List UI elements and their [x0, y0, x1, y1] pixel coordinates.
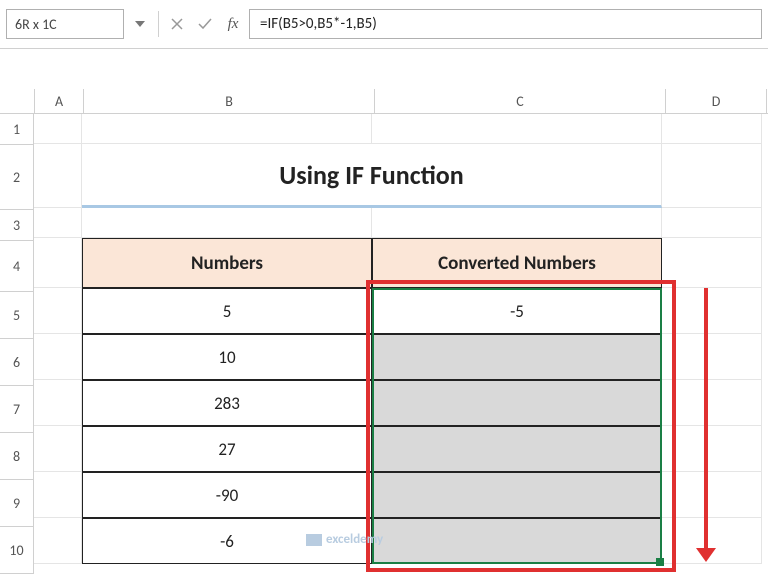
cell-a6[interactable]	[34, 334, 82, 380]
formula-input[interactable]: =IF(B5>0,B5*-1,B5)	[249, 9, 762, 39]
col-header-c[interactable]: C	[375, 89, 666, 113]
divider	[158, 11, 159, 37]
cell-d1[interactable]	[662, 114, 762, 144]
header-numbers[interactable]: Numbers	[82, 238, 372, 288]
cell-c9[interactable]	[372, 472, 662, 518]
row-header-6[interactable]: 6	[0, 339, 34, 386]
row-header-5[interactable]: 5	[0, 292, 34, 339]
cell-c5[interactable]: -5	[372, 288, 662, 334]
cell-b1[interactable]	[82, 114, 372, 144]
row-header-9[interactable]: 9	[0, 480, 34, 527]
col-header-b[interactable]: B	[84, 89, 375, 113]
cell-d7[interactable]	[662, 380, 762, 426]
cell-a1[interactable]	[34, 114, 82, 144]
cell-c6[interactable]	[372, 334, 662, 380]
column-headers: A B C D	[0, 89, 768, 114]
row-header-8[interactable]: 8	[0, 433, 34, 480]
row-header-4[interactable]: 4	[0, 241, 34, 292]
select-all-corner[interactable]	[0, 89, 35, 113]
cell-a4[interactable]	[34, 238, 82, 288]
worksheet: A B C D 1 2 3 4 5 6 7 8 9 10	[0, 89, 768, 574]
cell-d2[interactable]	[662, 144, 762, 208]
cell-d8[interactable]	[662, 426, 762, 472]
row-header-1[interactable]: 1	[0, 114, 34, 145]
cell-b3[interactable]	[82, 208, 372, 238]
name-box-dropdown-icon[interactable]	[128, 10, 152, 38]
title-cell[interactable]: Using IF Function	[82, 144, 662, 208]
cell-c3[interactable]	[372, 208, 662, 238]
cell-c1[interactable]	[372, 114, 662, 144]
cell-d4[interactable]	[662, 238, 762, 288]
formula-bar: 6R x 1C fx =IF(B5>0,B5*-1,B5)	[0, 0, 768, 49]
col-header-d[interactable]: D	[666, 89, 767, 113]
row-header-3[interactable]: 3	[0, 210, 34, 241]
cell-b8[interactable]: 27	[82, 426, 372, 472]
cell-a2[interactable]	[34, 144, 82, 208]
cell-a5[interactable]	[34, 288, 82, 334]
row-headers: 1 2 3 4 5 6 7 8 9 10	[0, 114, 34, 574]
header-converted[interactable]: Converted Numbers	[372, 238, 662, 288]
cell-d5[interactable]	[662, 288, 762, 334]
cell-d3[interactable]	[662, 208, 762, 238]
cell-d9[interactable]	[662, 472, 762, 518]
cell-a8[interactable]	[34, 426, 82, 472]
cell-d6[interactable]	[662, 334, 762, 380]
cell-a7[interactable]	[34, 380, 82, 426]
cell-a3[interactable]	[34, 208, 82, 238]
cell-a9[interactable]	[34, 472, 82, 518]
row-header-10[interactable]: 10	[0, 527, 34, 574]
cell-c10[interactable]	[372, 518, 662, 564]
cell-b5[interactable]: 5	[82, 288, 372, 334]
cell-b10[interactable]: -6	[82, 518, 372, 564]
name-box[interactable]: 6R x 1C	[6, 9, 124, 39]
row-header-2[interactable]: 2	[0, 145, 34, 210]
cell-b7[interactable]: 283	[82, 380, 372, 426]
cell-c8[interactable]	[372, 426, 662, 472]
confirm-icon[interactable]	[193, 12, 217, 36]
cell-c7[interactable]	[372, 380, 662, 426]
annotation-arrow-icon	[704, 288, 708, 550]
fx-icon[interactable]: fx	[221, 12, 245, 36]
cancel-icon[interactable]	[165, 12, 189, 36]
cell-a10[interactable]	[34, 518, 82, 564]
cell-b6[interactable]: 10	[82, 334, 372, 380]
cell-b9[interactable]: -90	[82, 472, 372, 518]
col-header-a[interactable]: A	[35, 89, 84, 113]
row-header-7[interactable]: 7	[0, 386, 34, 433]
